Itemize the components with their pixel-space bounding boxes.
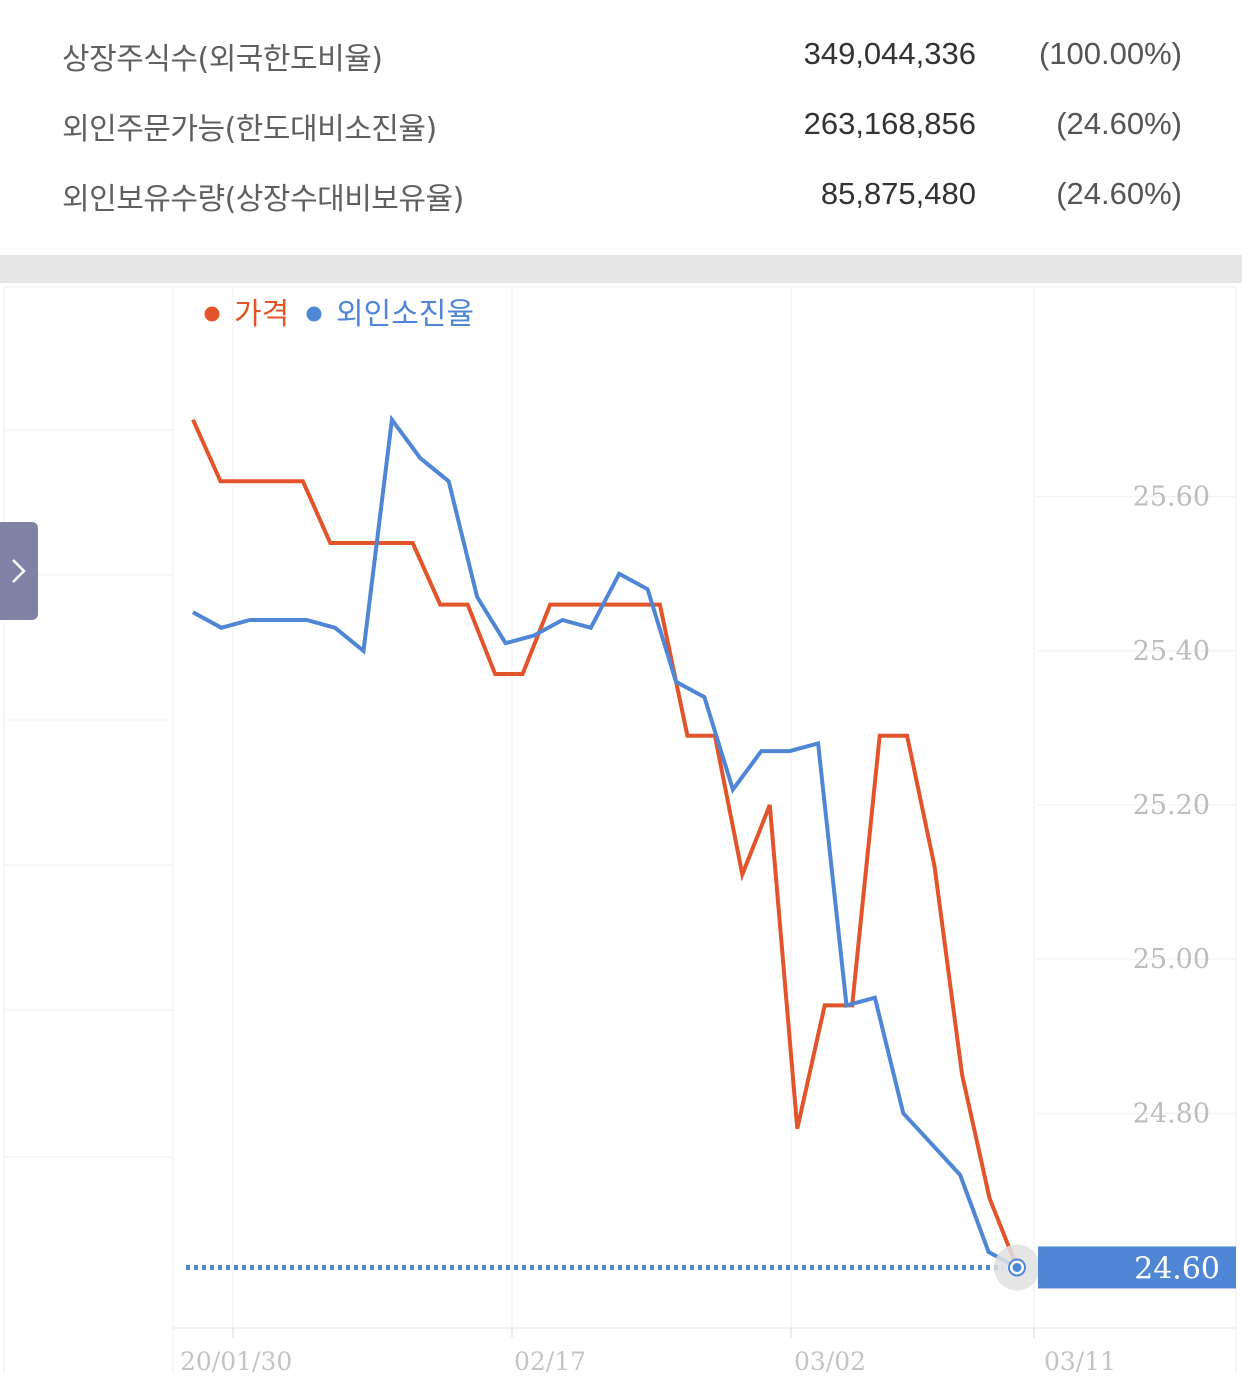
y-tick-label: 25.20 <box>1133 790 1210 821</box>
legend-label: 가격 <box>234 297 289 332</box>
stat-percent: (100.00%) <box>1038 36 1182 71</box>
stat-row-foreign-orderable: 외인주문가능(한도대비소진율) 263,168,856 (24.60%) <box>62 98 1182 148</box>
chevron-right-icon <box>12 559 26 583</box>
panel-toggle-button[interactable] <box>0 522 38 620</box>
stat-label: 상장주식수(외국한도비율) <box>62 42 383 77</box>
current-value-box <box>1038 1246 1236 1289</box>
stat-row-foreign-holdings: 외인보유수량(상장수대비보유율) 85,875,480 (24.60%) <box>62 168 1182 218</box>
legend-marker <box>306 306 322 322</box>
y-tick-label: 25.00 <box>1133 944 1210 975</box>
stat-value: 85,875,480 <box>820 176 976 211</box>
chart-area[interactable]: 가격 외인소진율 25.60 25.40 25.20 25.00 24.80 20/01/… <box>0 283 1242 1376</box>
chart-series <box>191 414 1019 1270</box>
current-point-dot <box>1012 1262 1022 1272</box>
x-tick-label: 03/11 <box>1044 1347 1116 1373</box>
current-value-label: 24.60 <box>1134 1251 1220 1286</box>
stat-value: 349,044,336 <box>803 36 976 71</box>
stats-panel: 상장주식수(외국한도비율) 349,044,336 (100.00%) 외인주문… <box>0 0 1242 255</box>
chart-legend: 가격 외인소진율 <box>204 297 474 332</box>
stat-percent: (24.60%) <box>1056 176 1182 211</box>
stat-value: 263,168,856 <box>803 106 976 141</box>
current-value-marker: 24.60 <box>186 1244 1236 1291</box>
x-axis-labels: 20/01/30 02/17 03/02 03/11 <box>180 1347 1116 1376</box>
x-tick-label: 02/17 <box>514 1347 586 1373</box>
chart-grid <box>3 286 1237 1373</box>
section-divider <box>0 255 1242 283</box>
legend-marker <box>204 306 220 322</box>
stat-label: 외인보유수량(상장수대비보유율) <box>62 182 464 217</box>
y-axis-labels: 25.60 25.40 25.20 25.00 24.80 <box>1133 482 1210 1130</box>
y-tick-label: 25.40 <box>1133 636 1210 667</box>
legend-label: 외인소진율 <box>336 297 474 332</box>
series-line-외인소진율 <box>192 414 1018 1270</box>
x-tick-label: 03/02 <box>794 1347 866 1373</box>
line-chart[interactable]: 가격 외인소진율 25.60 25.40 25.20 25.00 24.80 20/01/… <box>0 283 1242 1376</box>
series-line-가격 <box>191 418 1019 1269</box>
stat-percent: (24.60%) <box>1056 106 1182 141</box>
stat-row-listed-shares: 상장주식수(외국한도비율) 349,044,336 (100.00%) <box>62 28 1182 78</box>
y-tick-label: 25.60 <box>1133 482 1210 513</box>
y-tick-label: 24.80 <box>1133 1098 1210 1129</box>
stat-label: 외인주문가능(한도대비소진율) <box>62 112 437 147</box>
x-tick-label: 20/01/30 <box>180 1347 292 1373</box>
